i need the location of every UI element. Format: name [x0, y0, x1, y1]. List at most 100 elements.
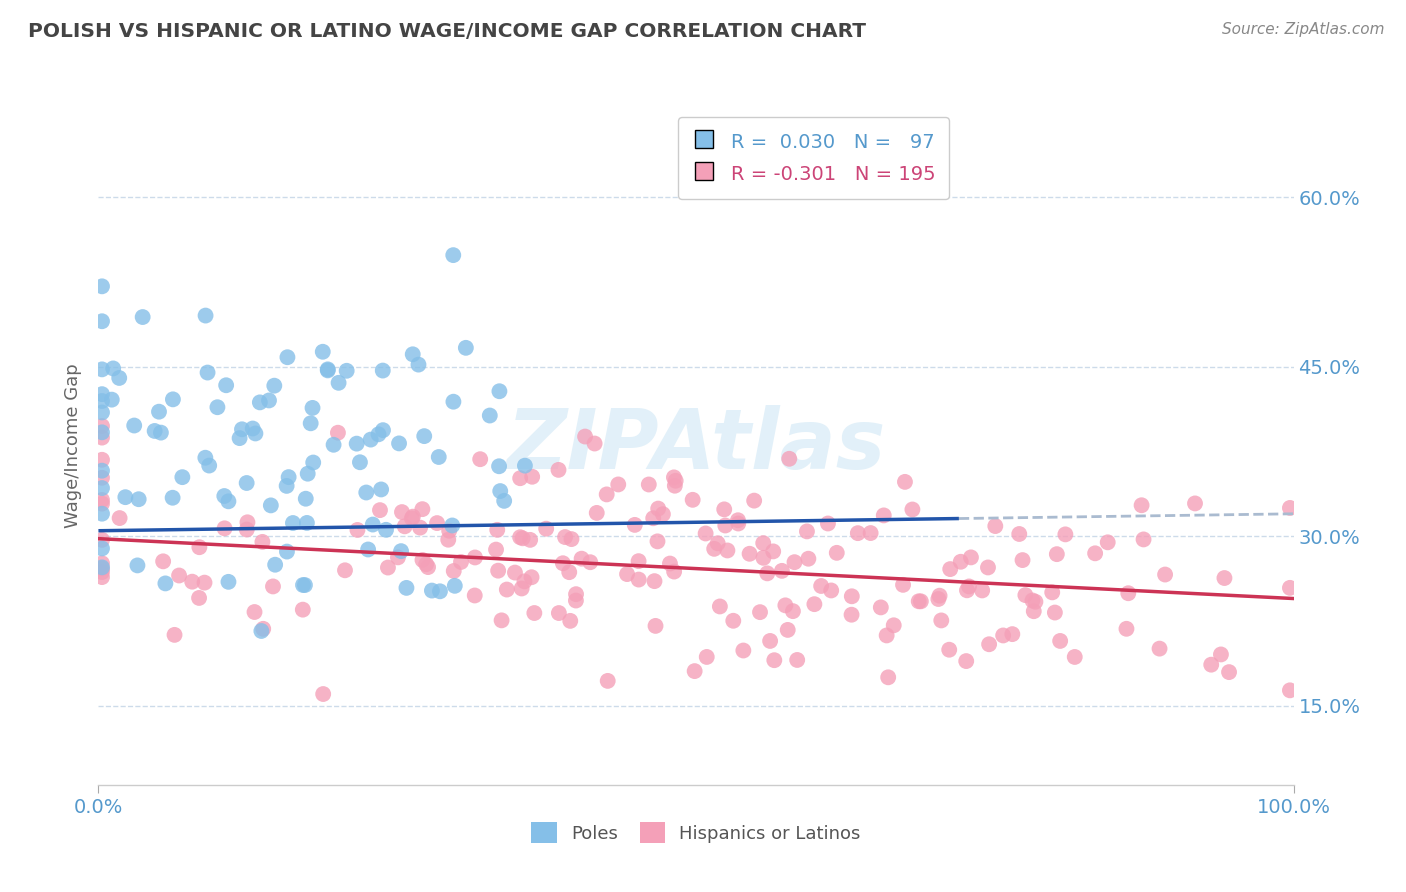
Point: [464, 589, 486, 603]
Point: [426, 516, 449, 530]
Point: [148, 405, 170, 419]
Point: [551, 556, 574, 570]
Point: [503, 566, 526, 580]
Point: [1154, 567, 1177, 582]
Point: [644, 619, 666, 633]
Point: [596, 673, 619, 688]
Point: [683, 664, 706, 678]
Point: [1049, 634, 1071, 648]
Point: [100, 392, 122, 407]
Point: [91, 570, 114, 584]
Point: [488, 459, 510, 474]
Point: [394, 519, 416, 533]
Point: [796, 524, 818, 539]
Point: [299, 417, 322, 431]
Point: [198, 458, 221, 473]
Point: [510, 582, 533, 596]
Point: [478, 409, 501, 423]
Point: [759, 634, 782, 648]
Point: [696, 649, 718, 664]
Point: [727, 513, 749, 527]
Point: [437, 524, 460, 538]
Point: [402, 347, 425, 361]
Point: [825, 546, 848, 560]
Point: [509, 471, 531, 485]
Point: [957, 579, 980, 593]
Point: [420, 583, 443, 598]
Point: [651, 507, 673, 521]
Point: [193, 575, 215, 590]
Point: [371, 363, 394, 377]
Point: [703, 541, 725, 556]
Point: [876, 628, 898, 642]
Point: [616, 567, 638, 582]
Point: [228, 431, 250, 445]
Point: [520, 570, 543, 584]
Point: [643, 511, 665, 525]
Point: [1022, 604, 1045, 618]
Point: [143, 424, 166, 438]
Point: [294, 578, 316, 592]
Point: [322, 438, 344, 452]
Point: [312, 687, 335, 701]
Point: [762, 544, 785, 558]
Point: [485, 542, 508, 557]
Point: [749, 605, 772, 619]
Point: [709, 599, 731, 614]
Point: [91, 481, 114, 495]
Point: [367, 427, 389, 442]
Point: [162, 392, 184, 407]
Point: [1213, 571, 1236, 585]
Point: [395, 581, 418, 595]
Point: [786, 653, 808, 667]
Point: [643, 574, 665, 588]
Point: [470, 452, 492, 467]
Point: [713, 502, 735, 516]
Point: [742, 493, 765, 508]
Point: [91, 561, 114, 575]
Point: [375, 523, 398, 537]
Point: [108, 511, 131, 525]
Point: [488, 384, 510, 399]
Point: [977, 560, 1000, 574]
Point: [281, 516, 304, 530]
Point: [929, 614, 952, 628]
Text: POLISH VS HISPANIC OR LATINO WAGE/INCOME GAP CORRELATION CHART: POLISH VS HISPANIC OR LATINO WAGE/INCOME…: [28, 22, 866, 41]
Legend: Poles, Hispanics or Latinos: Poles, Hispanics or Latinos: [524, 815, 868, 850]
Point: [565, 593, 588, 607]
Point: [389, 544, 412, 558]
Point: [583, 436, 606, 450]
Point: [302, 456, 325, 470]
Point: [817, 516, 839, 531]
Point: [928, 589, 950, 603]
Point: [494, 493, 516, 508]
Point: [349, 455, 371, 469]
Point: [547, 606, 569, 620]
Point: [416, 560, 439, 574]
Point: [763, 653, 786, 667]
Point: [91, 452, 114, 467]
Point: [623, 517, 645, 532]
Point: [242, 421, 264, 435]
Point: [776, 623, 799, 637]
Point: [260, 499, 283, 513]
Point: [91, 560, 114, 574]
Point: [1043, 606, 1066, 620]
Point: [706, 536, 728, 550]
Point: [662, 470, 685, 484]
Point: [752, 550, 775, 565]
Point: [647, 501, 669, 516]
Point: [960, 550, 983, 565]
Point: [579, 555, 602, 569]
Y-axis label: Wage/Income Gap: Wage/Income Gap: [65, 364, 83, 528]
Point: [1116, 586, 1139, 600]
Point: [910, 594, 932, 608]
Text: Source: ZipAtlas.com: Source: ZipAtlas.com: [1222, 22, 1385, 37]
Point: [167, 568, 190, 582]
Point: [128, 492, 150, 507]
Point: [181, 574, 204, 589]
Point: [877, 670, 900, 684]
Point: [371, 423, 394, 437]
Point: [413, 429, 436, 443]
Point: [207, 401, 229, 415]
